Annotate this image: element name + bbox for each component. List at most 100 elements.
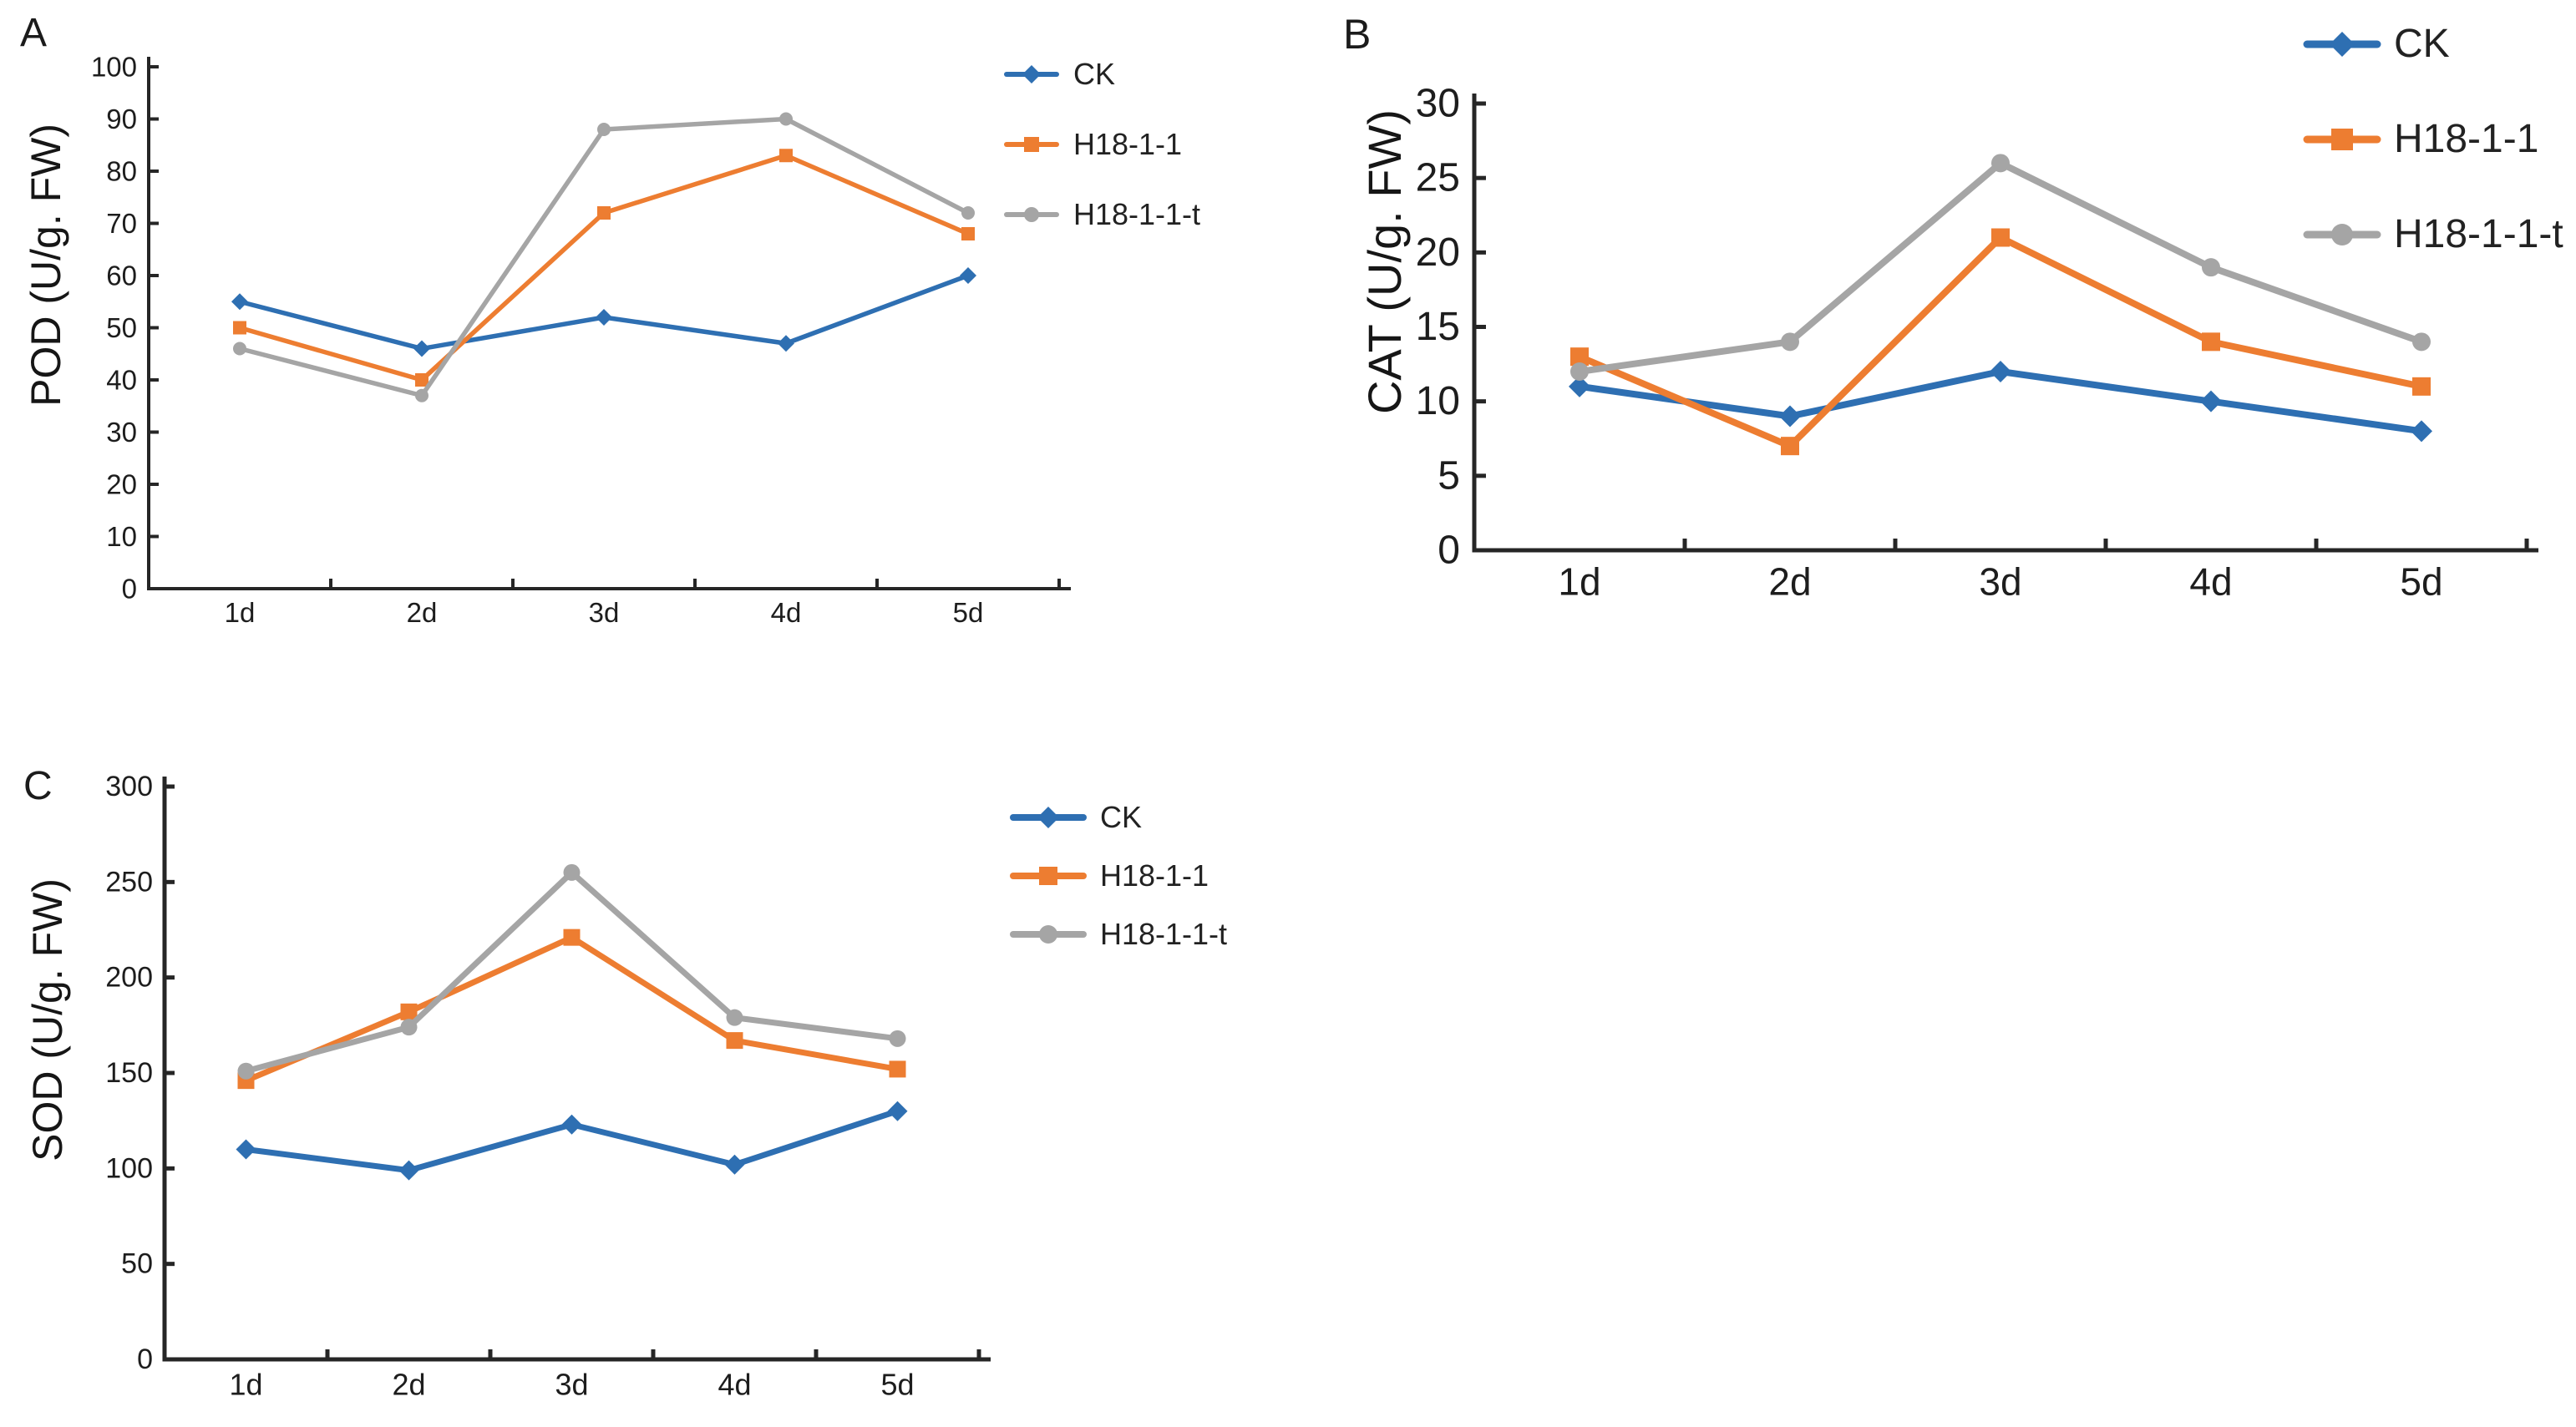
y-tick-label: 25: [1416, 156, 1460, 200]
data-point-marker: [231, 293, 248, 311]
y-tick-label: 20: [106, 469, 137, 500]
data-point-marker: [1569, 375, 1590, 397]
x-tick-label: 5d: [880, 1367, 914, 1401]
legend-label: H18-1-1-t: [1100, 917, 1228, 951]
data-point-marker: [889, 1060, 906, 1078]
x-tick-label: 5d: [953, 597, 984, 628]
data-point-marker: [2411, 420, 2432, 443]
series-h18-1-1: [1570, 228, 2431, 456]
y-tick-label: 90: [106, 104, 137, 134]
legend-marker-diamond: [1037, 807, 1059, 828]
legend-marker-square: [1024, 137, 1039, 152]
data-point-marker: [961, 227, 975, 240]
series-ck: [231, 267, 976, 357]
y-tick-label: 20: [1416, 230, 1460, 275]
data-point-marker: [415, 373, 428, 387]
data-point-marker: [2200, 390, 2222, 412]
panel-label-c: C: [23, 764, 53, 808]
legend-item-h18-1-1: H18-1-1: [1004, 109, 1200, 180]
data-point-marker: [1781, 437, 1799, 456]
data-point-marker: [960, 267, 976, 284]
legend-key-circle-icon: [2303, 224, 2381, 245]
y-tick-label: 10: [106, 521, 137, 552]
legend-item-ck: CK: [1010, 788, 1227, 847]
cat-line-chart: 0 5 10 15 20 25 30 1d 2d 3d 4d 5d: [1416, 82, 2538, 604]
data-point-marker: [726, 1032, 743, 1050]
data-point-marker: [597, 123, 611, 136]
series-ck: [236, 1101, 908, 1181]
y-tick-label: 300: [105, 771, 153, 802]
data-point-marker: [724, 1154, 745, 1175]
y-tick-label: 200: [105, 962, 153, 994]
series-line: [243, 934, 900, 1084]
pod-legend: CK H18-1-1 H18-1-1-t: [1004, 39, 1200, 250]
cat-legend: CK H18-1-1 H18-1-1-t: [2303, 0, 2563, 282]
data-point-marker: [887, 1101, 908, 1121]
legend-item-h18-1-1: H18-1-1: [1010, 847, 1227, 905]
axis-lines: [147, 57, 1071, 590]
data-point-marker: [237, 1062, 255, 1080]
series-line: [237, 116, 971, 398]
data-point-marker: [1991, 154, 2010, 173]
x-tick-label: 2d: [1768, 560, 1811, 604]
legend-marker-circle: [1039, 925, 1057, 944]
data-point-marker: [597, 206, 611, 220]
data-point-marker: [1570, 362, 1589, 381]
series-ck: [1569, 361, 2432, 443]
legend-label: H18-1-1: [2394, 117, 2539, 161]
x-tick-label: 4d: [718, 1367, 751, 1401]
legend-label: H18-1-1: [1100, 858, 1209, 893]
y-tick-label: 15: [1416, 305, 1460, 349]
legend-key-diamond-icon: [2303, 32, 2381, 57]
y-tick-label: 70: [106, 208, 137, 239]
legend-label: H18-1-1-t: [2394, 212, 2563, 256]
data-point-marker: [233, 321, 246, 335]
x-tick-label: 3d: [555, 1367, 588, 1401]
legend-key-square-icon: [1010, 867, 1087, 885]
x-tick-label: 1d: [225, 597, 256, 628]
data-point-marker: [726, 1009, 743, 1026]
y-tick-label: 30: [106, 417, 137, 448]
series-h18-1-1: [233, 149, 975, 387]
series-line: [1576, 159, 2425, 375]
x-tick-label: 4d: [771, 597, 802, 628]
legend-key-diamond-icon: [1004, 65, 1059, 83]
x-tick-label: 1d: [229, 1367, 262, 1401]
legend-key-square-icon: [2303, 129, 2381, 150]
legend-marker-diamond: [1022, 65, 1041, 83]
legend-marker-square: [2331, 129, 2353, 150]
y-tick-label: 60: [106, 261, 137, 291]
legend-item-h18-1-1-t: H18-1-1-t: [2303, 187, 2563, 282]
data-point-marker: [2202, 332, 2220, 352]
legend-item-h18-1-1: H18-1-1: [2303, 92, 2563, 187]
sod-legend: CK H18-1-1 H18-1-1-t: [1010, 788, 1228, 964]
series-h18-1-1-t: [237, 863, 906, 1080]
data-point-marker: [889, 1030, 906, 1047]
data-point-marker: [1570, 347, 1589, 367]
pod-line-chart: 0 10 20 30 40 50 60 70 80 90 100 1d 2d 3d 4d 5d: [91, 52, 1071, 628]
x-tick-label: 1d: [1558, 560, 1600, 604]
legend-marker-circle: [1024, 207, 1039, 222]
legend-item-ck: CK: [1004, 39, 1200, 109]
legend-marker-diamond: [2330, 32, 2355, 57]
panel-label-a: A: [20, 11, 48, 55]
y-tick-label: 0: [1438, 529, 1460, 573]
y-tick-label: 100: [105, 1152, 153, 1184]
data-point-marker: [561, 1114, 582, 1135]
data-point-marker: [961, 206, 975, 220]
data-point-marker: [413, 340, 430, 357]
series-h18-1-1-t: [1570, 154, 2431, 381]
data-point-marker: [563, 863, 581, 881]
legend-label: CK: [1100, 800, 1143, 834]
y-tick-label: 250: [105, 866, 153, 898]
series-h18-1-1-t: [233, 112, 975, 402]
data-point-marker: [596, 309, 612, 326]
axis-lines: [1472, 94, 2538, 553]
data-point-marker: [779, 149, 793, 163]
series-line: [237, 153, 971, 382]
data-point-marker: [2202, 258, 2220, 277]
data-point-marker: [563, 929, 581, 946]
legend-item-h18-1-1-t: H18-1-1-t: [1004, 180, 1200, 250]
y-tick-label: 10: [1416, 379, 1460, 423]
